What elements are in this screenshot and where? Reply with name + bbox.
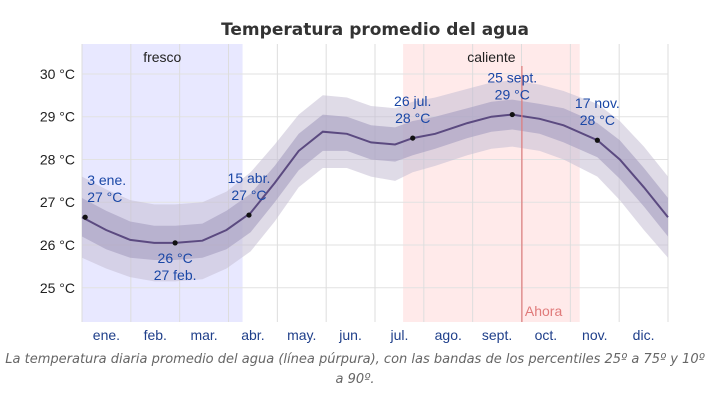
annotation-point-5 (594, 137, 600, 143)
annotation-label-2-1: 27 °C (231, 187, 266, 203)
annotation-label-2-0: 15 abr. (228, 170, 271, 186)
x-tick-label-8: sept. (482, 327, 512, 343)
annotation-label-5-1: 28 °C (580, 112, 615, 128)
y-tick-label-4: 29 °C (40, 109, 75, 125)
x-tick-label-7: ago. (435, 327, 462, 343)
now-label: Ahora (525, 303, 563, 319)
annotation-point-2 (246, 212, 252, 218)
annotation-label-1-1: 27 feb. (154, 267, 197, 283)
x-tick-label-5: jun. (338, 327, 362, 343)
y-tick-label-3: 28 °C (40, 151, 75, 167)
annotation-label-0-0: 3 ene. (87, 172, 126, 188)
x-tick-label-1: feb. (144, 327, 167, 343)
annotation-point-4 (509, 111, 515, 118)
annotation-points (82, 111, 600, 246)
y-tick-label-2: 27 °C (40, 194, 75, 210)
labels: fresco caliente 25 °C 26 °C 27 °C 28 °C 29 °C 3… (40, 49, 655, 343)
annotation-point-3 (410, 135, 416, 141)
season-band-label-0: fresco (143, 49, 181, 65)
annotation-label-3-1: 28 °C (395, 110, 430, 126)
chart-caption: La temperatura diaria promedio del agua … (5, 352, 705, 387)
annotation-label-1-0: 26 °C (158, 250, 193, 266)
annotation-label-4-1: 29 °C (495, 87, 530, 103)
y-tick-label-0: 25 °C (40, 280, 75, 296)
x-tick-label-0: ene. (93, 327, 120, 343)
annotation-label-4-0: 25 sept. (487, 70, 537, 86)
x-tick-label-11: dic. (633, 327, 655, 343)
chart: Ahora fresco caliente 25 °C 26 °C 27 °C 28 °C… (40, 20, 669, 343)
x-tick-label-6: jul. (389, 327, 408, 343)
y-tick-label-5: 30 °C (40, 66, 75, 82)
season-band-label-1: caliente (467, 49, 515, 65)
y-tick-label-1: 26 °C (40, 237, 75, 253)
annotation-label-5-0: 17 nov. (575, 95, 620, 111)
now-marker: Ahora (521, 66, 563, 322)
annotation-point-0 (82, 214, 88, 220)
x-tick-label-2: mar. (190, 327, 217, 343)
x-tick-label-9: oct. (535, 327, 558, 343)
annotation-label-0-1: 27 °C (87, 189, 122, 205)
x-tick-label-4: may. (287, 327, 316, 343)
band-p25-p75 (82, 99, 668, 260)
chart-title: Temperatura promedio del agua (221, 20, 529, 40)
annotation-point-1 (172, 240, 178, 246)
annotation-label-3-0: 26 jul. (394, 93, 431, 109)
x-tick-label-3: abr. (241, 327, 264, 343)
x-tick-label-10: nov. (582, 327, 607, 343)
